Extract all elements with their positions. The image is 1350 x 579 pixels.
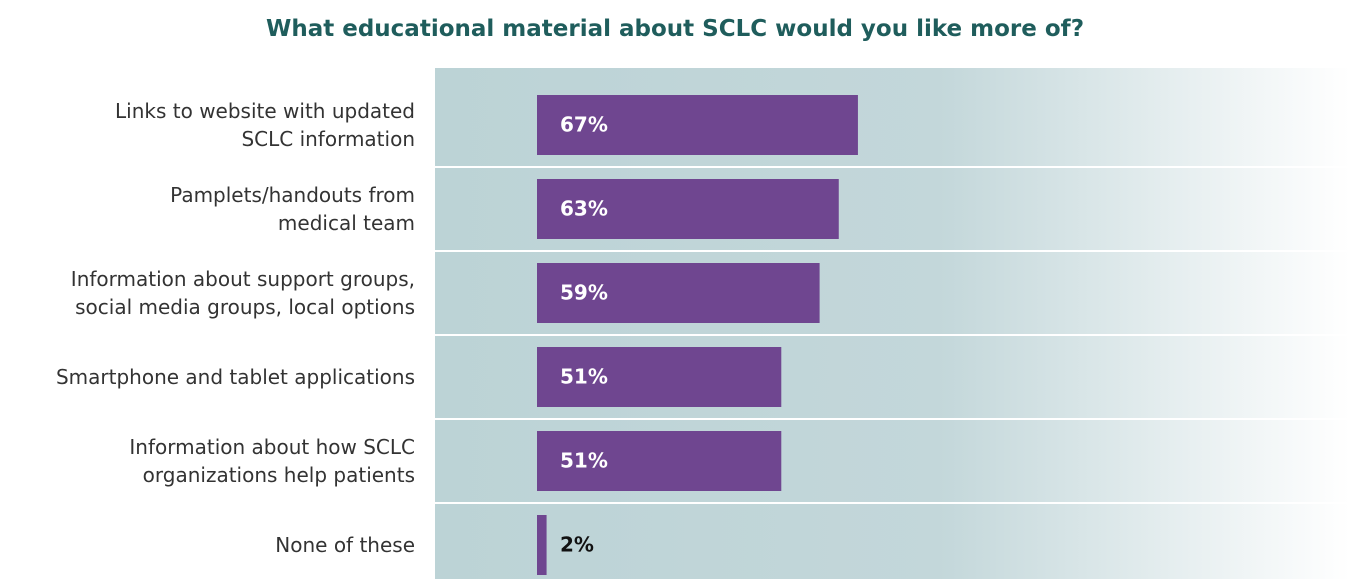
value-label: 51% xyxy=(560,449,608,473)
bar xyxy=(537,515,547,575)
row-separator xyxy=(435,502,1350,504)
bar xyxy=(537,179,839,239)
category-label: None of these xyxy=(275,533,415,557)
category-label: Pamplets/handouts from medical team xyxy=(170,183,415,235)
row-separator xyxy=(435,334,1350,336)
value-label: 2% xyxy=(560,533,594,557)
category-label: Smartphone and tablet applications xyxy=(55,365,415,389)
bar xyxy=(537,431,782,491)
row-separator xyxy=(435,166,1350,168)
value-label: 63% xyxy=(560,197,608,221)
category-label: Information about how SCLC organizations… xyxy=(129,435,415,487)
value-label: 59% xyxy=(560,281,608,305)
row-separator xyxy=(435,250,1350,252)
value-label: 51% xyxy=(560,365,608,389)
category-label: Links to website with updated SCLC infor… xyxy=(115,99,415,151)
bar xyxy=(537,263,820,323)
chart-title: What educational material about SCLC wou… xyxy=(265,16,1085,42)
bar xyxy=(537,95,858,155)
category-label: Information about support groups, social… xyxy=(70,267,415,319)
bar xyxy=(537,347,782,407)
value-label: 67% xyxy=(560,113,608,137)
row-separator xyxy=(435,418,1350,420)
